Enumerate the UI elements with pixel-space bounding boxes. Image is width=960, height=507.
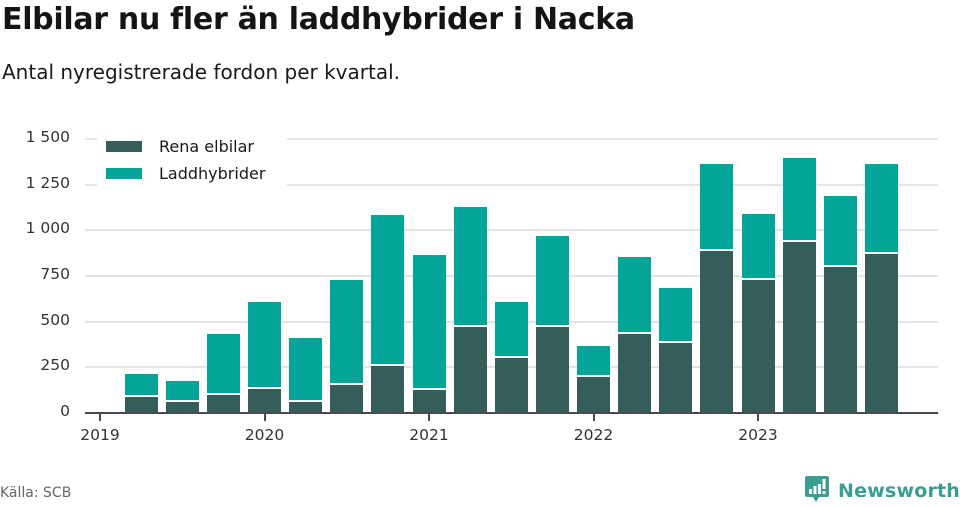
- x-tick-label: 2023: [738, 426, 778, 444]
- chart-subtitle: Antal nyregistrerade fordon per kvartal.: [2, 60, 401, 84]
- segment-rena-elbilar: [330, 384, 364, 413]
- segment-laddhybrider: [165, 380, 199, 401]
- segment-rena-elbilar: [206, 394, 240, 413]
- segment-laddhybrider: [700, 164, 734, 249]
- bar-2021-q3[interactable]: [494, 302, 528, 413]
- legend-item-laddhybrider: Laddhybrider: [106, 162, 265, 184]
- bar-2022-q1[interactable]: [577, 346, 610, 413]
- bar-2020-q1[interactable]: [248, 301, 281, 413]
- stacked-bar-chart: 0 250 500 750 1 000 1 250 1 500 2019 2020 2021 20…: [25, 128, 938, 444]
- bar-2021-q1[interactable]: [412, 255, 446, 413]
- bar-2021-q2[interactable]: [453, 206, 487, 413]
- segment-laddhybrider: [535, 235, 569, 326]
- x-tick-label: 2020: [244, 426, 285, 444]
- y-tick-label: 1 500: [25, 128, 70, 146]
- legend-swatch-dark: [106, 140, 142, 152]
- segment-rena-elbilar: [248, 388, 281, 413]
- segment-laddhybrider: [124, 374, 158, 395]
- segment-laddhybrider: [371, 214, 405, 365]
- y-tick-label: 250: [40, 356, 70, 375]
- bar-2020-q3[interactable]: [330, 280, 364, 413]
- segment-laddhybrider: [577, 346, 610, 375]
- x-tick: [428, 414, 430, 421]
- legend-label: Laddhybrider: [159, 163, 266, 183]
- y-tick-label: 1 000: [25, 219, 70, 238]
- bar-2021-q4[interactable]: [535, 235, 569, 413]
- x-tick-label: 2021: [409, 426, 449, 444]
- segment-rena-elbilar: [412, 389, 446, 413]
- bar-2019-q3[interactable]: [165, 380, 199, 413]
- segment-rena-elbilar: [700, 250, 734, 413]
- segment-laddhybrider: [330, 280, 364, 383]
- x-tick: [757, 414, 759, 421]
- segment-laddhybrider: [823, 196, 857, 266]
- legend-label: Rena elbilar: [159, 136, 254, 156]
- chart-title: Elbilar nu fler än laddhybrider i Nacka: [2, 2, 635, 37]
- segment-rena-elbilar: [289, 402, 323, 413]
- x-tick-label: 2019: [80, 426, 120, 444]
- segment-laddhybrider: [248, 301, 281, 387]
- bar-2019-q2[interactable]: [124, 374, 158, 413]
- newsworthy-logo[interactable]: Newsworthy: [804, 475, 960, 507]
- segment-rena-elbilar: [371, 366, 405, 413]
- x-tick: [592, 414, 595, 421]
- segment-rena-elbilar: [782, 241, 816, 413]
- segment-laddhybrider: [206, 333, 240, 393]
- x-tick: [99, 414, 101, 421]
- bar-2019-q4[interactable]: [206, 333, 240, 413]
- bar-2023-q1[interactable]: [741, 214, 775, 413]
- segment-laddhybrider: [741, 214, 775, 279]
- source-note: Källa: SCB: [0, 485, 72, 501]
- segment-laddhybrider: [453, 206, 487, 326]
- segment-rena-elbilar: [165, 402, 199, 413]
- y-tick-label: 0: [60, 402, 70, 420]
- bar-2020-q2[interactable]: [289, 337, 323, 413]
- newsworthy-logo-icon: [804, 475, 830, 507]
- segment-laddhybrider: [864, 164, 898, 253]
- segment-rena-elbilar: [864, 254, 898, 413]
- y-tick-label: 1 250: [25, 173, 70, 192]
- legend-swatch-teal: [106, 167, 142, 179]
- segment-laddhybrider: [289, 337, 323, 401]
- segment-rena-elbilar: [741, 280, 775, 413]
- segment-rena-elbilar: [577, 377, 610, 413]
- segment-laddhybrider: [782, 158, 816, 240]
- gridline: [85, 229, 938, 232]
- segment-rena-elbilar: [494, 358, 528, 413]
- bar-2022-q4[interactable]: [700, 164, 734, 413]
- segment-rena-elbilar: [453, 327, 487, 413]
- segment-laddhybrider: [618, 257, 652, 332]
- x-tick-label: 2022: [573, 426, 614, 444]
- gridline: [85, 275, 938, 277]
- segment-laddhybrider: [659, 288, 693, 341]
- segment-laddhybrider: [494, 302, 528, 357]
- bar-2022-q2[interactable]: [618, 257, 652, 413]
- gridline: [85, 183, 938, 186]
- segment-rena-elbilar: [659, 342, 693, 413]
- segment-rena-elbilar: [124, 396, 158, 413]
- gridline: [85, 138, 938, 140]
- x-tick: [263, 414, 266, 421]
- segment-rena-elbilar: [618, 333, 652, 413]
- x-axis-line: [85, 412, 938, 414]
- bar-2022-q3[interactable]: [659, 288, 693, 413]
- bar-2020-q4[interactable]: [371, 214, 405, 413]
- bar-2023-q4[interactable]: [864, 164, 898, 413]
- y-tick-label: 750: [40, 265, 70, 283]
- y-tick-label: 500: [40, 310, 70, 329]
- bar-2023-q2[interactable]: [782, 158, 816, 413]
- segment-rena-elbilar: [823, 267, 857, 413]
- legend: Rena elbilar Laddhybrider: [97, 132, 287, 188]
- segment-rena-elbilar: [535, 327, 569, 413]
- brand-name: Newsworthy: [838, 480, 960, 502]
- bar-2023-q3[interactable]: [823, 196, 857, 413]
- segment-laddhybrider: [412, 255, 446, 388]
- legend-item-rena-elbilar: Rena elbilar: [106, 135, 254, 157]
